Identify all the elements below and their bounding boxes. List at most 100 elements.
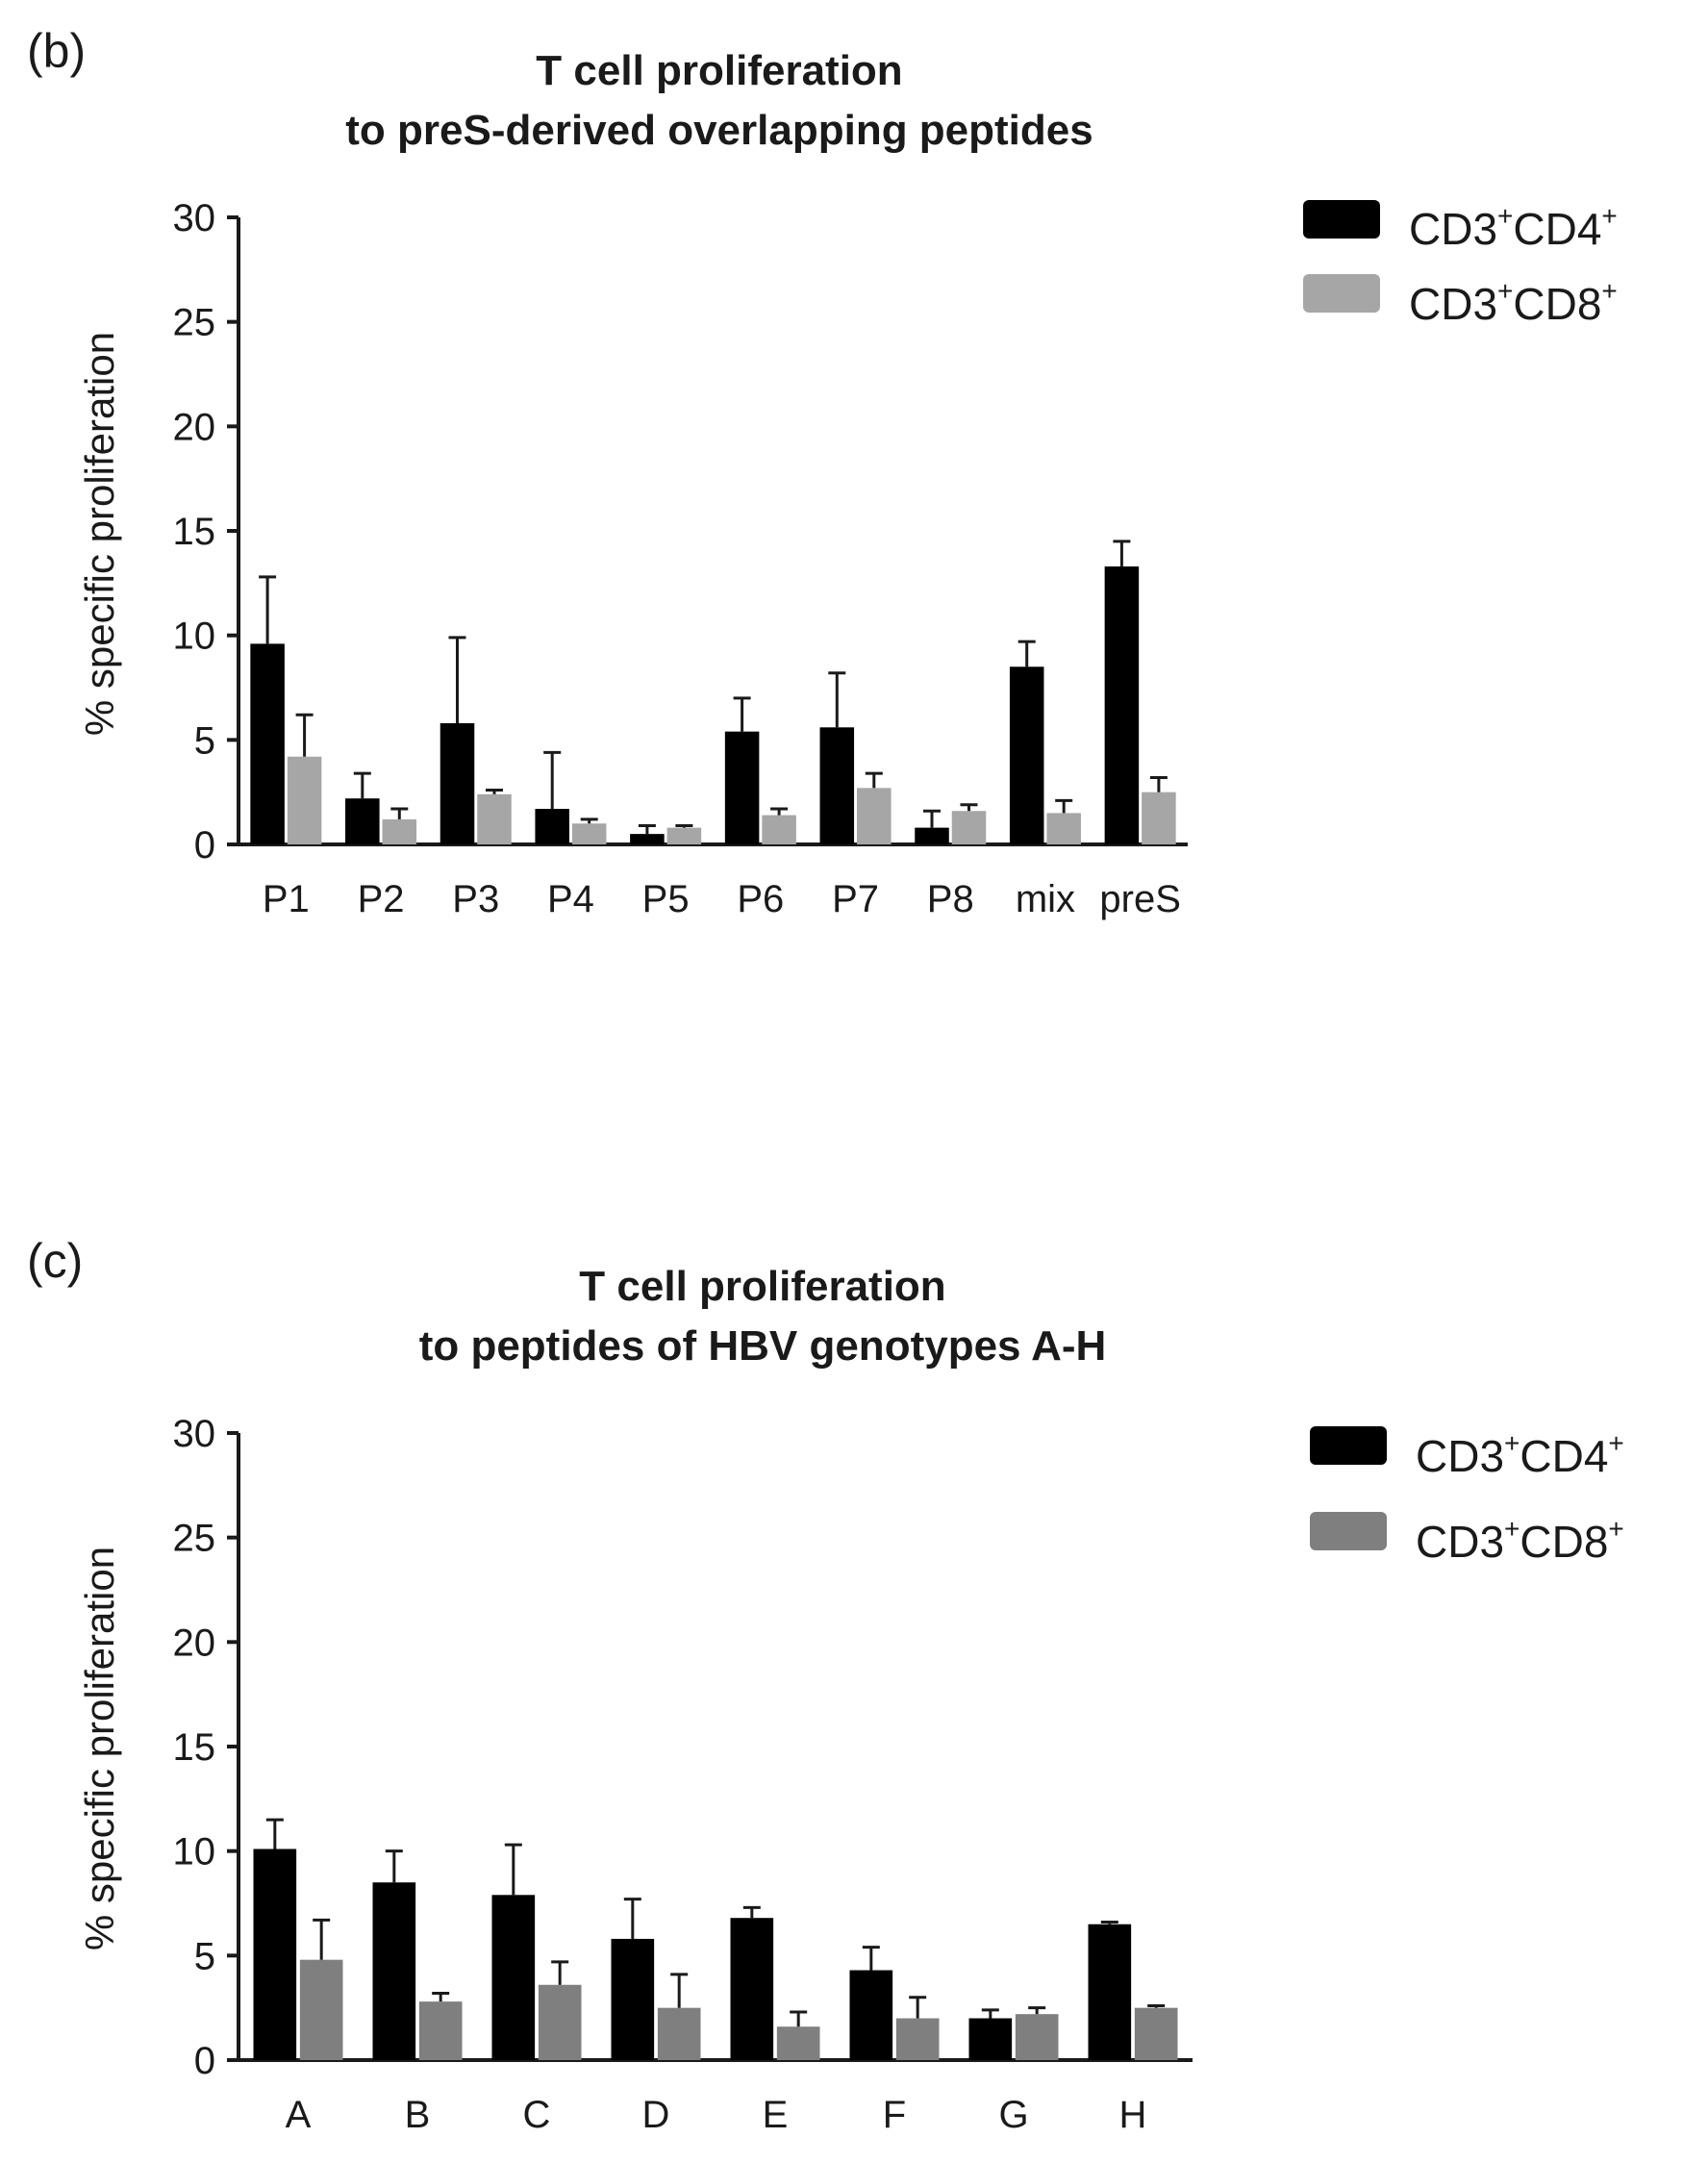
bar-cd8-H xyxy=(1134,2007,1178,2060)
legend-superscript: + xyxy=(1497,276,1513,306)
legend-text-part: CD8 xyxy=(1520,1517,1608,1567)
legend-swatch-cd8 xyxy=(1303,274,1380,313)
legend-superscript: + xyxy=(1504,1428,1520,1458)
y-tick-label: 5 xyxy=(194,1935,215,1977)
legend-text-part: CD3 xyxy=(1409,279,1497,329)
y-tick-label: 15 xyxy=(173,1726,216,1769)
bar-cd4-P7 xyxy=(819,727,855,844)
bar-cd8-mix xyxy=(1046,813,1081,844)
legend-swatch-cd4 xyxy=(1310,1426,1387,1465)
bar-cd8-P6 xyxy=(762,815,796,844)
bar-cd4-B xyxy=(372,1882,416,2060)
legend-text-part: CD4 xyxy=(1513,204,1601,254)
bar-cd8-D xyxy=(657,2007,701,2060)
x-tick-label: B xyxy=(405,2094,431,2136)
bar-cd4-P3 xyxy=(440,722,475,844)
x-tick-label: P6 xyxy=(737,878,784,920)
chart-panel-b: (b) T cell proliferation to preS-derived… xyxy=(27,24,1618,920)
chart-title-line-2: to preS-derived overlapping peptides xyxy=(345,107,1093,154)
y-tick-label: 30 xyxy=(173,197,216,239)
bar-cd4-D xyxy=(611,1938,655,2060)
y-tick-label: 0 xyxy=(194,824,215,867)
x-tick-label: E xyxy=(763,2094,789,2136)
bar-cd8-P8 xyxy=(951,811,987,844)
y-tick-label: 30 xyxy=(173,1413,216,1455)
plot-area: 0 5 10 15 20 25 30 A B C D E F G H xyxy=(173,1413,1193,2136)
legend-entry-cd8: CD3+CD8+ xyxy=(1409,276,1618,329)
x-tick-label: P4 xyxy=(547,878,594,920)
panel-label: (b) xyxy=(27,24,86,78)
bar-cd8-F xyxy=(895,2018,940,2060)
chart-title-line-1: T cell proliferation xyxy=(579,1263,945,1310)
legend-entry-cd8: CD3+CD8+ xyxy=(1416,1514,1624,1567)
bar-cd8-B xyxy=(418,2001,463,2060)
y-tick-label: 25 xyxy=(173,1518,216,1560)
x-tick-label: P3 xyxy=(452,878,499,920)
bar-cd4-P8 xyxy=(915,827,949,844)
legend-superscript: + xyxy=(1608,1514,1623,1544)
bar-cd4-P1 xyxy=(250,643,285,844)
legend-superscript: + xyxy=(1601,201,1617,231)
x-tick-label: H xyxy=(1119,2094,1147,2136)
plot-area: 0 5 10 15 20 25 30 P1 P2 P3 P4 P5 P6 P7 P8 mix preS xyxy=(173,197,1188,920)
bar-cd8-preS xyxy=(1142,792,1176,844)
y-tick-label: 20 xyxy=(173,406,216,448)
x-tick-label: C xyxy=(523,2094,551,2136)
legend-entry-cd4: CD3+CD4+ xyxy=(1409,201,1618,254)
x-tick-label: P8 xyxy=(927,878,974,920)
y-tick-label: 5 xyxy=(194,719,215,762)
bar-cd4-A xyxy=(253,1849,297,2060)
bar-cd4-C xyxy=(491,1895,536,2060)
bar-cd8-P3 xyxy=(477,793,512,844)
legend-text-part: CD3 xyxy=(1409,204,1497,254)
bar-cd4-P2 xyxy=(345,798,380,844)
x-tick-label: G xyxy=(998,2094,1028,2136)
legend-superscript: + xyxy=(1608,1428,1623,1458)
panel-label: (c) xyxy=(27,1234,83,1288)
bar-cd4-F xyxy=(849,1970,893,2060)
legend: CD3+CD4+ CD3+CD8+ xyxy=(1303,200,1618,329)
x-tick-label: P2 xyxy=(358,878,405,920)
bar-cd4-P6 xyxy=(724,731,760,844)
legend-superscript: + xyxy=(1504,1514,1520,1544)
chart-title-line-2: to peptides of HBV genotypes A-H xyxy=(419,1322,1107,1370)
bar-cd8-P4 xyxy=(571,823,607,844)
bar-cd4-E xyxy=(730,1918,774,2060)
y-tick-label: 10 xyxy=(173,1831,216,1874)
y-tick-label: 20 xyxy=(173,1622,216,1664)
legend: CD3+CD4+ CD3+CD8+ xyxy=(1310,1426,1624,1567)
bar-cd8-G xyxy=(1015,2014,1059,2060)
legend-swatch-cd4 xyxy=(1303,200,1380,239)
bar-cd4-mix xyxy=(1009,667,1044,844)
bar-cd4-H xyxy=(1088,1924,1132,2060)
chart-title-line-1: T cell proliferation xyxy=(536,47,902,94)
legend-text-part: CD3 xyxy=(1416,1431,1504,1481)
y-tick-label: 10 xyxy=(173,616,216,658)
bar-cd4-G xyxy=(968,2018,1013,2060)
x-tick-label: P1 xyxy=(263,878,310,920)
legend-swatch-cd8 xyxy=(1310,1512,1387,1550)
bar-cd8-P5 xyxy=(666,827,702,844)
bar-cd8-A xyxy=(299,1959,343,2060)
legend-superscript: + xyxy=(1497,201,1513,231)
legend-text-part: CD4 xyxy=(1520,1431,1608,1481)
x-tick-label: mix xyxy=(1016,878,1075,920)
y-tick-label: 25 xyxy=(173,302,216,344)
y-tick-label: 0 xyxy=(194,2040,215,2082)
bar-cd8-C xyxy=(538,1984,582,2060)
x-tick-label: preS xyxy=(1099,878,1181,920)
legend-text-part: CD3 xyxy=(1416,1517,1504,1567)
legend-superscript: + xyxy=(1601,276,1617,306)
bar-cd8-P1 xyxy=(287,756,322,844)
x-tick-label: D xyxy=(642,2094,670,2136)
legend-entry-cd4: CD3+CD4+ xyxy=(1416,1428,1624,1481)
x-tick-label: A xyxy=(286,2094,312,2136)
x-tick-label: P7 xyxy=(832,878,879,920)
chart-panel-c: (c) T cell proliferation to peptides of … xyxy=(27,1234,1624,2136)
bar-cd8-P2 xyxy=(382,818,417,844)
x-tick-label: P5 xyxy=(642,878,690,920)
x-tick-label: F xyxy=(883,2094,906,2136)
legend-text-part: CD8 xyxy=(1513,279,1601,329)
y-axis-label: % specific proliferation xyxy=(77,1547,122,1950)
